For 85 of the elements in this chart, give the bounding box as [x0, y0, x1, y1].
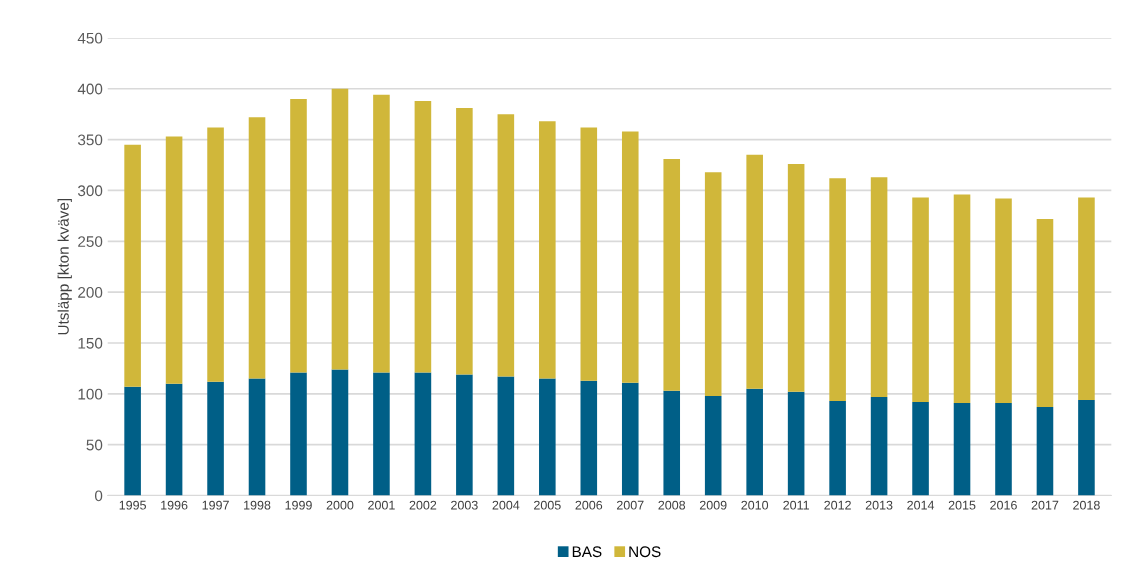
bar [1036, 218, 1054, 408]
bar [746, 154, 763, 389]
bar [497, 376, 515, 496]
bar [165, 383, 183, 496]
y-tick-label: 400 [77, 83, 103, 95]
bar [373, 372, 390, 496]
legend-label: NOS [629, 546, 661, 558]
legend-label: BAS [572, 546, 602, 558]
y-tick-label: 200 [78, 287, 103, 298]
bar [1078, 197, 1095, 400]
bar [704, 172, 722, 396]
bar [207, 381, 224, 496]
x-tick-label: 1998 [244, 500, 271, 510]
bar [124, 386, 141, 496]
y-tick-label: 450 [77, 32, 103, 44]
bar [870, 177, 888, 397]
bar [414, 372, 432, 496]
bar [290, 372, 307, 496]
x-tick-label: 1995 [119, 500, 146, 510]
bar [1078, 399, 1095, 496]
y-tick-label: 150 [78, 337, 103, 349]
x-tick-label: 2007 [616, 500, 644, 510]
x-tick-label: 2012 [824, 500, 851, 510]
bar [373, 94, 390, 373]
bar [580, 380, 598, 496]
x-tick-label: 2018 [1073, 500, 1100, 510]
x-tick-label: 2003 [451, 500, 478, 510]
x-tick-label: 2014 [907, 500, 935, 510]
x-tick-label: 1999 [285, 500, 312, 510]
bar [331, 88, 349, 370]
x-tick-label: 2005 [534, 500, 561, 510]
bar [870, 396, 888, 496]
bar [331, 369, 349, 496]
y-tick-label: 350 [77, 134, 103, 146]
x-tick-label: 2013 [865, 500, 893, 510]
bar [207, 127, 224, 382]
bar [456, 108, 473, 375]
bar [746, 388, 763, 496]
bar [787, 164, 805, 392]
bar [995, 403, 1012, 496]
bar [248, 378, 266, 496]
bar [497, 114, 515, 377]
x-tick-label: 2015 [948, 500, 976, 510]
bar [456, 374, 473, 496]
y-tick-label: 300 [77, 185, 103, 197]
bar [912, 401, 929, 496]
bar [995, 198, 1012, 403]
bar [953, 403, 971, 496]
x-tick-label: 2011 [783, 500, 809, 510]
x-tick-label: 2002 [409, 500, 437, 510]
x-tick-label: 2001 [368, 500, 395, 510]
bar [953, 194, 971, 403]
y-axis-title: Utsläpp [kton kväve] [57, 199, 72, 335]
bar [912, 197, 929, 402]
y-tick-label: 250 [78, 236, 103, 247]
bar [539, 121, 556, 379]
bar [663, 390, 681, 496]
bar [787, 391, 805, 496]
bar [829, 400, 846, 496]
x-tick-label: 2000 [326, 500, 354, 510]
x-tick-label: 2017 [1031, 500, 1059, 510]
x-tick-label: 2009 [699, 500, 727, 510]
y-tick-label: 100 [78, 388, 103, 400]
bar [165, 136, 183, 384]
bar [663, 158, 681, 391]
x-tick-label: 1997 [202, 500, 229, 510]
bar [539, 378, 556, 496]
x-tick-label: 2016 [990, 500, 1017, 510]
y-tick-label: 0 [94, 490, 103, 502]
bar [290, 98, 307, 373]
x-tick-label: 2006 [575, 500, 603, 510]
y-tick-label: 50 [86, 439, 103, 451]
x-tick-label: 2004 [492, 500, 520, 510]
bar [124, 144, 141, 387]
bar [248, 117, 266, 379]
bar [829, 178, 846, 401]
x-tick-label: 2010 [741, 500, 769, 510]
bar [621, 131, 639, 383]
bar [621, 382, 639, 496]
x-tick-label: 2008 [658, 500, 686, 510]
bar [1036, 407, 1054, 496]
bar [414, 100, 432, 373]
x-tick-label: 1996 [161, 500, 188, 510]
bar [580, 127, 598, 381]
bar [704, 395, 722, 496]
